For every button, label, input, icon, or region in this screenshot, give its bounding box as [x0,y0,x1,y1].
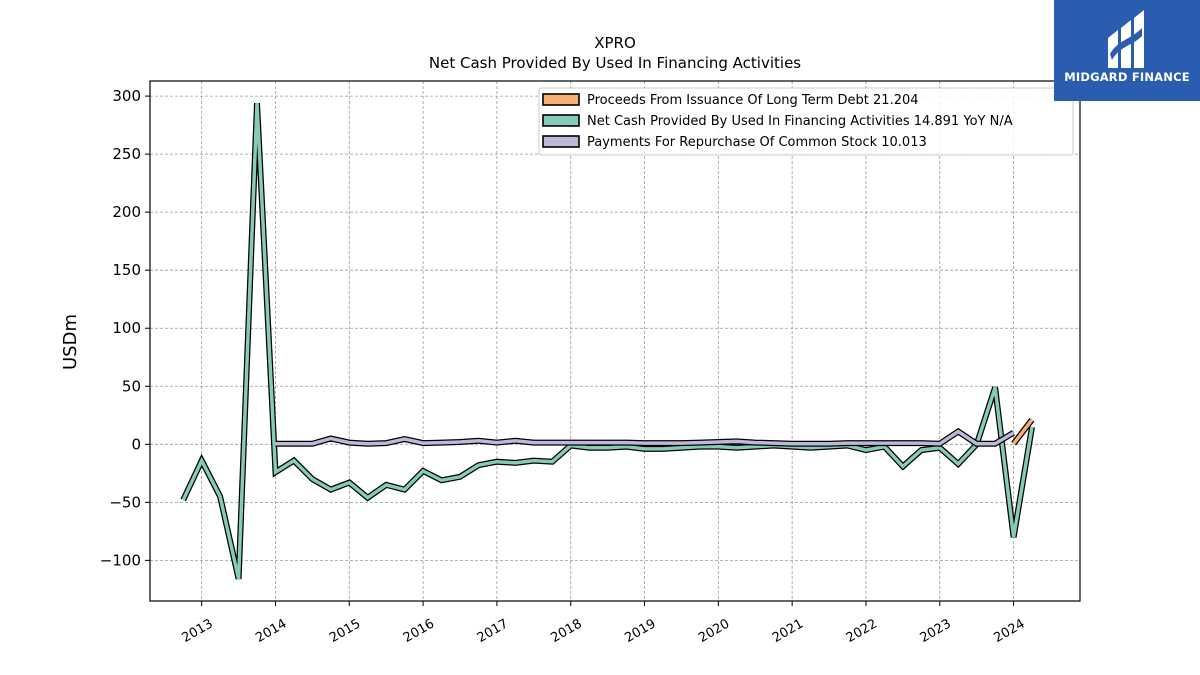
series-1 [180,102,1035,580]
series-line [1012,418,1034,445]
legend-label: Payments For Repurchase Of Common Stock … [587,135,927,150]
x-tick-label: 2017 [475,616,511,646]
legend-item: Net Cash Provided By Used In Financing A… [542,114,1013,129]
x-axis: 2013 2014 2015 2016 2017 2018 2019 2020 2021 2022… [180,601,1028,646]
x-tick-label: 2013 [180,616,216,646]
brand-logo: MIDGARD FINANCE [1054,0,1200,101]
legend-swatch [542,135,580,148]
grid [150,81,1080,601]
x-tick-label: 2021 [770,616,806,646]
y-tick-label: 300 [112,87,141,105]
x-tick-label: 2015 [327,616,363,646]
y-tick-label: 200 [112,203,141,221]
midgard-logo-icon [1108,10,1144,68]
y-tick-label: 100 [112,319,141,337]
legend-label: Net Cash Provided By Used In Financing A… [587,114,1013,129]
legend-box [538,87,1074,156]
y-tick-label: 150 [112,261,141,279]
y-tick-label: 0 [131,435,141,453]
series-2 [275,427,1016,447]
x-tick-label: 2023 [918,616,954,646]
x-tick-label: 2020 [696,616,732,646]
series-line-outline [180,102,1035,580]
legend-label: Proceeds From Issuance Of Long Term Debt… [587,93,919,108]
x-tick-label: 2024 [991,616,1027,646]
x-tick-label: 2018 [549,616,585,646]
legend-item: Proceeds From Issuance Of Long Term Debt… [542,93,919,108]
y-tick-label: −100 [100,551,141,569]
series-layer [180,102,1035,580]
x-tick-label: 2016 [401,616,437,646]
y-tick-label: 50 [122,377,141,395]
series-line [181,103,1034,580]
x-tick-label: 2022 [844,616,880,646]
x-tick-label: 2014 [253,616,289,646]
series-line [275,429,1015,446]
chart-subtitle: Net Cash Provided By Used In Financing A… [429,54,801,72]
y-axis-label: USDm [60,314,81,370]
legend-swatch [542,114,580,127]
series-0 [1011,417,1035,446]
y-axis: −100 −50 0 50 100 150 200 250 300 [100,87,150,569]
legend-swatch [542,93,580,106]
legend-item: Payments For Repurchase Of Common Stock … [542,135,927,150]
y-tick-label: −50 [109,493,141,511]
x-tick-label: 2019 [622,616,658,646]
legend: Proceeds From Issuance Of Long Term Debt… [538,87,1074,156]
chart-title: XPRO [594,34,636,52]
plot-frame [149,80,1081,602]
brand-name: MIDGARD FINANCE [1064,70,1190,84]
y-tick-label: 250 [112,145,141,163]
